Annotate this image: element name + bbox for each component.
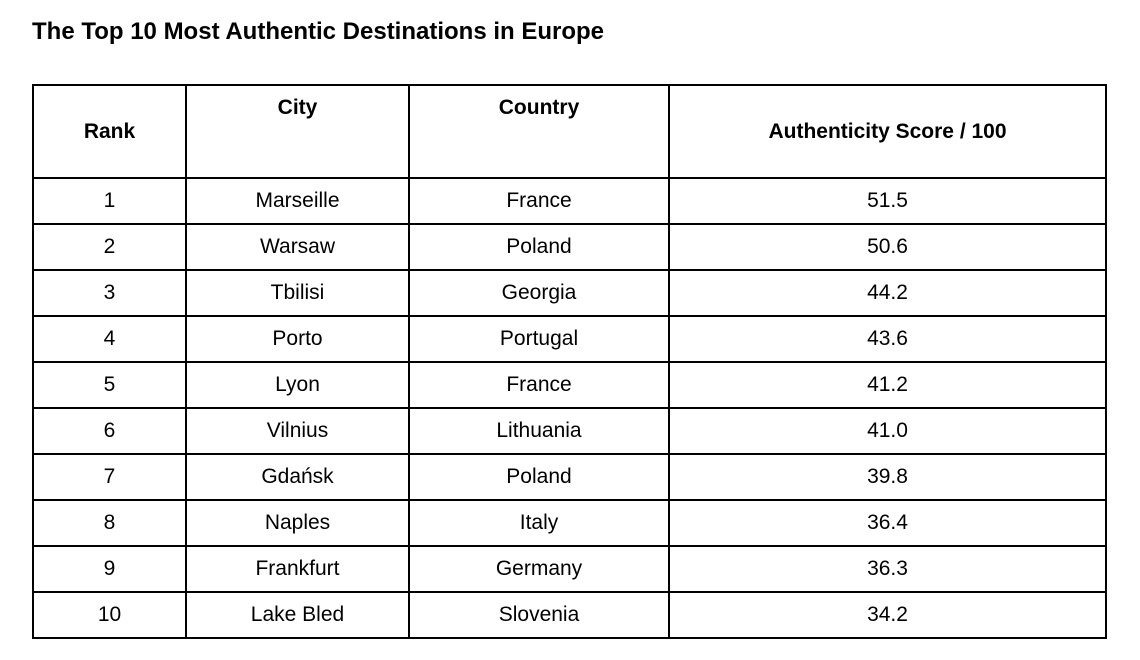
country-cell: Germany [408, 545, 670, 593]
score-cell: 50.6 [668, 223, 1107, 271]
table-row: 1 Marseille France 51.5 [32, 177, 1107, 225]
rank-cell: 7 [32, 453, 187, 501]
rank-cell: 1 [32, 177, 187, 225]
table-row: 5 Lyon France 41.2 [32, 361, 1107, 409]
column-header-country: Country [408, 84, 670, 179]
score-cell: 34.2 [668, 591, 1107, 639]
table-row: 7 Gdańsk Poland 39.8 [32, 453, 1107, 501]
score-cell: 41.0 [668, 407, 1107, 455]
score-cell: 44.2 [668, 269, 1107, 317]
rank-cell: 2 [32, 223, 187, 271]
rank-cell: 9 [32, 545, 187, 593]
rank-cell: 8 [32, 499, 187, 547]
score-cell: 36.4 [668, 499, 1107, 547]
column-header-score: Authenticity Score / 100 [668, 84, 1107, 179]
country-cell: Lithuania [408, 407, 670, 455]
country-cell: France [408, 361, 670, 409]
column-header-city: City [185, 84, 410, 179]
city-cell: Warsaw [185, 223, 410, 271]
rank-cell: 5 [32, 361, 187, 409]
table-row: 2 Warsaw Poland 50.6 [32, 223, 1107, 271]
city-cell: Tbilisi [185, 269, 410, 317]
score-cell: 36.3 [668, 545, 1107, 593]
city-cell: Lyon [185, 361, 410, 409]
city-cell: Lake Bled [185, 591, 410, 639]
country-cell: Portugal [408, 315, 670, 363]
table-row: 6 Vilnius Lithuania 41.0 [32, 407, 1107, 455]
score-cell: 43.6 [668, 315, 1107, 363]
rank-cell: 10 [32, 591, 187, 639]
rank-cell: 4 [32, 315, 187, 363]
score-cell: 51.5 [668, 177, 1107, 225]
city-cell: Naples [185, 499, 410, 547]
table-row: 9 Frankfurt Germany 36.3 [32, 545, 1107, 593]
table-row: 10 Lake Bled Slovenia 34.2 [32, 591, 1107, 639]
city-cell: Marseille [185, 177, 410, 225]
city-cell: Vilnius [185, 407, 410, 455]
country-cell: Slovenia [408, 591, 670, 639]
country-cell: France [408, 177, 670, 225]
city-cell: Frankfurt [185, 545, 410, 593]
country-cell: Poland [408, 223, 670, 271]
page-title: The Top 10 Most Authentic Destinations i… [32, 18, 605, 45]
table-row: 3 Tbilisi Georgia 44.2 [32, 269, 1107, 317]
country-cell: Italy [408, 499, 670, 547]
country-cell: Poland [408, 453, 670, 501]
table-row: 8 Naples Italy 36.4 [32, 499, 1107, 547]
city-cell: Gdańsk [185, 453, 410, 501]
rank-cell: 6 [32, 407, 187, 455]
rank-cell: 3 [32, 269, 187, 317]
city-cell: Porto [185, 315, 410, 363]
score-cell: 41.2 [668, 361, 1107, 409]
table-header-row: Rank City Country Authenticity Score / 1… [32, 84, 1107, 179]
destinations-table: Rank City Country Authenticity Score / 1… [32, 84, 1107, 639]
score-cell: 39.8 [668, 453, 1107, 501]
country-cell: Georgia [408, 269, 670, 317]
table-row: 4 Porto Portugal 43.6 [32, 315, 1107, 363]
column-header-rank: Rank [32, 84, 187, 179]
